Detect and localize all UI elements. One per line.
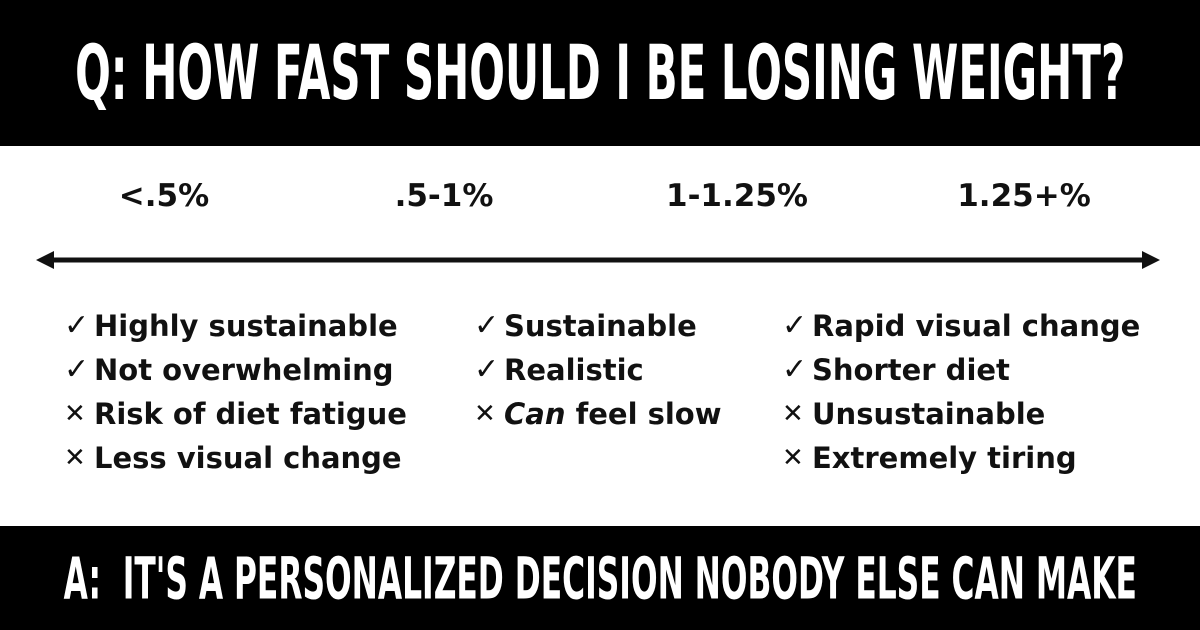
list-item: ✕ Risk of diet fatigue: [64, 392, 407, 436]
right-arrowhead-icon: [1142, 251, 1160, 269]
column-fast: ✓ Rapid visual change ✓ Shorter diet ✕ U…: [782, 304, 1140, 480]
cross-icon: ✕: [64, 443, 86, 473]
question-banner: Q: HOW FAST SHOULD I BE LOSING WEIGHT?: [0, 0, 1200, 146]
list-item: ✕ Less visual change: [64, 436, 407, 480]
rate-axis-double-arrow: [36, 251, 1160, 269]
item-text: Risk of diet fatigue: [94, 397, 407, 431]
check-icon: ✓: [64, 352, 90, 387]
item-text: Sustainable: [504, 309, 697, 343]
item-text: Not overwhelming: [94, 353, 394, 387]
check-icon: ✓: [474, 352, 500, 387]
question-text: Q: HOW FAST SHOULD I BE LOSING WEIGHT?: [74, 28, 1126, 118]
list-item: ✓ Sustainable: [474, 304, 722, 348]
item-text: Rapid visual change: [812, 309, 1141, 343]
list-item: ✕ Can feel slow: [474, 392, 722, 436]
item-emphasis: Can: [504, 397, 566, 431]
list-item: ✕ Extremely tiring: [782, 436, 1140, 480]
cross-icon: ✕: [64, 399, 86, 429]
item-text: Can feel slow: [504, 392, 722, 436]
cross-icon: ✕: [474, 399, 496, 429]
item-text: Shorter diet: [812, 353, 1010, 387]
check-icon: ✓: [782, 308, 808, 343]
answer-banner: A: IT'S A PERSONALIZED DECISION NOBODY E…: [0, 526, 1200, 630]
item-text: Realistic: [504, 353, 644, 387]
list-item: ✓ Shorter diet: [782, 348, 1140, 392]
left-arrowhead-icon: [36, 251, 54, 269]
list-item: ✕ Unsustainable: [782, 392, 1140, 436]
item-text: Highly sustainable: [94, 309, 398, 343]
list-item: ✓ Rapid visual change: [782, 304, 1140, 348]
item-text: Less visual change: [94, 441, 402, 475]
answer-text: A: IT'S A PERSONALIZED DECISION NOBODY E…: [63, 543, 1137, 613]
scale-label-1: <.5%: [118, 178, 210, 214]
scale-label-2: .5-1%: [394, 178, 494, 214]
check-icon: ✓: [64, 308, 90, 343]
cross-icon: ✕: [782, 443, 804, 473]
item-text-rest: feel slow: [575, 397, 722, 431]
scale-label-3: 1-1.25%: [666, 178, 808, 214]
list-item: ✓ Not overwhelming: [64, 348, 407, 392]
scale-label-4: 1.25+%: [957, 178, 1091, 214]
cross-icon: ✕: [782, 399, 804, 429]
column-slow: ✓ Highly sustainable ✓ Not overwhelming …: [64, 304, 407, 480]
item-text: Extremely tiring: [812, 441, 1077, 475]
check-icon: ✓: [782, 352, 808, 387]
list-item: ✓ Highly sustainable: [64, 304, 407, 348]
item-text: Unsustainable: [812, 397, 1046, 431]
check-icon: ✓: [474, 308, 500, 343]
column-moderate: ✓ Sustainable ✓ Realistic ✕ Can feel slo…: [474, 304, 722, 436]
list-item: ✓ Realistic: [474, 348, 722, 392]
